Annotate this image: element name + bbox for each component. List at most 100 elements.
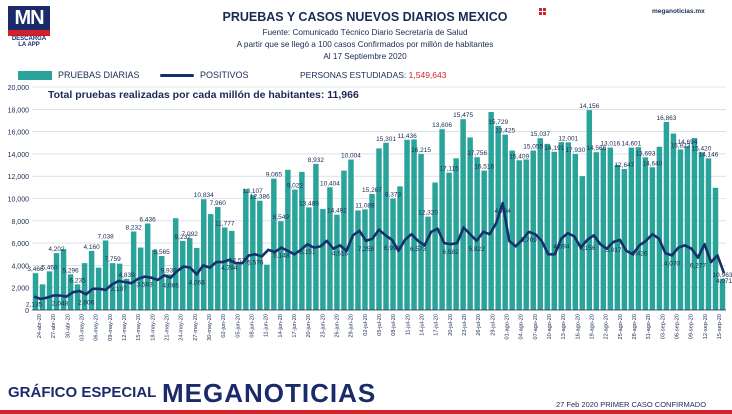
bar-value-label: 9,065 <box>266 172 283 179</box>
bar <box>488 112 494 310</box>
bar-value-label: 14,156 <box>579 103 599 110</box>
bar-value-label: 17,756 <box>467 150 487 157</box>
bar-value-label: 7,092 <box>182 231 199 238</box>
bar-value-label: 10,404 <box>320 180 340 187</box>
line-value-label: 3,563 <box>137 282 154 289</box>
line-value-label: 2,048 <box>52 301 69 308</box>
bar <box>109 263 116 310</box>
x-tick-label: 03-sep-20 <box>660 314 666 339</box>
bar-value-label: 7,759 <box>104 256 121 263</box>
bar <box>691 138 698 310</box>
bar <box>116 263 123 310</box>
logo-sub2: LA APP <box>18 42 40 48</box>
bar <box>572 153 579 310</box>
line-value-label: 4,794 <box>221 265 238 272</box>
x-tick-label: 05-jul-20 <box>377 314 383 336</box>
x-tick-label: 15-sep-20 <box>717 314 723 339</box>
x-tick-label: 27-abr-20 <box>51 314 57 338</box>
bar <box>158 256 165 310</box>
bar <box>663 121 670 311</box>
bar <box>327 187 333 310</box>
x-tick-label: 17-jul-20 <box>434 314 440 336</box>
x-tick-label: 27-may-20 <box>193 314 199 341</box>
bar <box>165 274 172 310</box>
line-value-label: 4,516 <box>332 250 349 257</box>
bar <box>586 110 593 310</box>
bar <box>698 152 705 310</box>
bar <box>516 160 522 310</box>
bar-value-label: 8,373 <box>385 191 402 198</box>
bar-value-label: 16,863 <box>656 115 676 122</box>
line-value-label: 4,070 <box>664 260 681 267</box>
persons-label: PERSONAS ESTUDIADAS: <box>300 70 407 80</box>
x-tick-label: 21-may-20 <box>165 314 171 341</box>
bar <box>32 273 39 310</box>
bar <box>474 157 480 310</box>
bar <box>565 142 572 310</box>
bar-value-label: 17,930 <box>565 147 585 154</box>
line-value-label: 7,258 <box>358 246 375 253</box>
bar <box>537 138 543 310</box>
bar <box>229 230 235 310</box>
bar <box>705 158 712 310</box>
x-tick-label: 24-abr-20 <box>37 314 43 338</box>
x-tick-label: 28-ago-20 <box>632 314 638 340</box>
persons-value: 1,549,643 <box>408 70 447 80</box>
bar-value-label: 11,089 <box>355 202 375 209</box>
line-value-label: 4,764 <box>495 208 512 215</box>
line-value-label: 5,576 <box>247 259 264 266</box>
x-tick-label: 30-abr-20 <box>65 314 71 338</box>
x-tick-label: 26-jul-20 <box>476 314 482 336</box>
footer-brand: MEGANOTICIAS <box>162 378 377 408</box>
legend-bar-swatch <box>18 70 52 80</box>
bar-value-label: 5,296 <box>62 267 79 274</box>
x-tick-label: 09-sep-20 <box>689 314 695 339</box>
logo-red-bar <box>8 30 50 36</box>
bar-value-label: 13,489 <box>299 200 319 207</box>
line-value-label: 4,694 <box>553 244 570 251</box>
bar <box>348 159 354 310</box>
footer-red-line <box>0 410 732 414</box>
bar <box>544 143 550 310</box>
grid-icon <box>539 8 546 15</box>
x-tick-label: 08-jun-20 <box>250 314 256 338</box>
bar <box>404 139 410 310</box>
bar <box>551 151 557 310</box>
bar <box>642 157 649 310</box>
bar-value-label: 15,301 <box>376 136 396 143</box>
bar-value-label: 10,963 <box>713 272 732 279</box>
bar-value-label: 17,115 <box>439 166 459 173</box>
bar-value-label: 9,232 <box>175 234 192 241</box>
bar <box>341 170 347 310</box>
legend-line: POSITIVOS <box>160 70 249 80</box>
bar-value-label: 11,777 <box>215 220 235 227</box>
bar <box>194 247 200 310</box>
bar <box>432 182 438 310</box>
bar <box>684 146 691 310</box>
line-value-label: 6,151 <box>299 249 316 256</box>
x-tick-label: 16-ago-20 <box>575 314 581 340</box>
bar <box>39 284 46 310</box>
x-tick-label: 25-ago-20 <box>618 314 624 340</box>
bar <box>299 171 305 310</box>
bar <box>186 238 193 310</box>
bar-value-label: 11,436 <box>397 133 417 140</box>
bar-value-label: 13,107 <box>243 188 263 195</box>
site-url: meganoticias.mx <box>652 8 705 15</box>
bar <box>712 187 719 310</box>
bar-value-label: 3,466 <box>27 266 44 273</box>
bar-value-label: 12,320 <box>418 210 438 217</box>
bar <box>292 189 298 310</box>
line-value-label: 6,573 <box>410 246 427 253</box>
footer-first-case: 27 Feb 2020 PRIMER CASO CONFIRMADO <box>556 400 707 409</box>
bar-value-label: 15,823 <box>670 142 690 149</box>
bar <box>285 169 291 310</box>
bar-value-label: 4,202 <box>48 246 65 253</box>
bar-value-label: 10,004 <box>341 153 361 160</box>
bar <box>278 221 284 310</box>
line-value-label: 4,066 <box>189 279 206 286</box>
legend-bars: PRUEBAS DIARIAS <box>18 70 140 80</box>
x-tick-label: 23-jul-20 <box>462 314 468 336</box>
bar <box>208 214 214 310</box>
